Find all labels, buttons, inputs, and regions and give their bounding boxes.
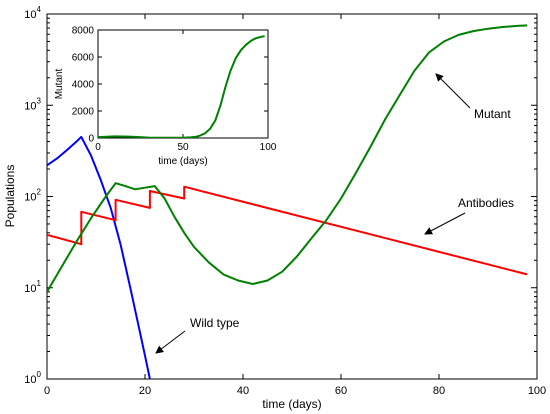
inset-y-tick-label: 2000 — [72, 107, 95, 118]
main-x-tick-label: 60 — [335, 385, 347, 397]
main-axis-ticks: 0 20 40 60 80 100 100 101 102 103 104 — [24, 5, 546, 397]
inset-x-axis-label: time (days) — [158, 156, 207, 167]
main-y-tick-label: 101 — [24, 279, 41, 295]
inset-series-line-mutant — [98, 35, 265, 138]
inset-x-tick-label: 50 — [177, 142, 189, 153]
main-x-tick-label: 40 — [237, 385, 249, 397]
series-line-antibodies — [47, 185, 528, 276]
inset-plot-frame — [97, 29, 269, 139]
annotation-wild-type: Wild type — [190, 316, 240, 330]
annotation-mutant: Mutant — [474, 107, 511, 121]
series-line-mutant — [47, 24, 528, 293]
annotations: Mutant Antibodies Wild type — [155, 73, 514, 354]
main-series-group — [47, 24, 528, 379]
main-x-axis-label: time (days) — [262, 397, 321, 411]
main-y-tick-label: 104 — [24, 5, 41, 21]
series-line-wild-type — [47, 135, 151, 379]
main-y-tick-label: 102 — [24, 188, 41, 204]
inset-y-tick-label: 0 — [88, 134, 94, 145]
main-y-tick-label: 100 — [24, 370, 41, 386]
inset-axis-ticks: 0 50 100 0 2000 4000 6000 8000 — [72, 26, 277, 154]
inset-y-tick-label: 4000 — [72, 80, 95, 91]
main-x-tick-label: 100 — [528, 385, 546, 397]
main-x-tick-label: 20 — [139, 385, 151, 397]
inset-plot: 0 50 100 0 2000 4000 6000 8000 time (days) Muta… — [54, 26, 277, 168]
annotation-mutant-arrow — [435, 73, 471, 109]
inset-y-tick-label: 8000 — [72, 26, 95, 37]
annotation-antibodies-arrow — [424, 212, 466, 235]
inset-x-tick-label: 100 — [260, 142, 277, 153]
main-x-tick-label: 80 — [433, 385, 445, 397]
annotation-antibodies: Antibodies — [458, 196, 514, 210]
inset-y-tick-label: 6000 — [72, 53, 95, 64]
inset-x-tick-label: 0 — [95, 142, 101, 153]
main-x-tick-label: 0 — [44, 385, 50, 397]
inset-y-axis-label: Mutant — [54, 68, 65, 99]
main-y-tick-label: 103 — [24, 96, 41, 112]
inset-series-group — [98, 35, 265, 138]
main-y-axis-label: Populations — [3, 165, 17, 228]
annotation-wild-type-arrow — [155, 330, 186, 354]
